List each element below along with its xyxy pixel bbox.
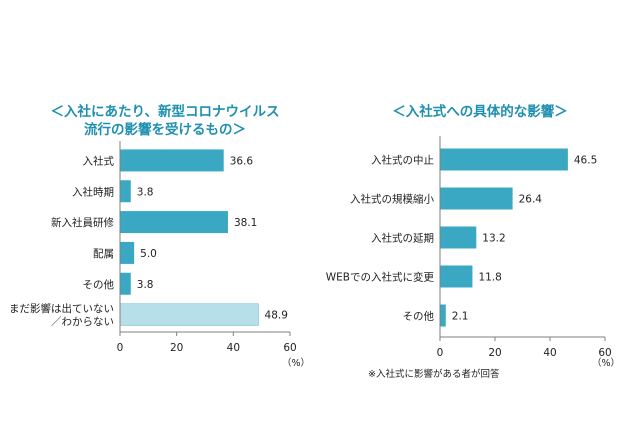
right-bar-2 — [440, 226, 477, 249]
left-bar-0 — [120, 149, 224, 172]
right-category-label-2: 入社式の延期 — [371, 232, 434, 245]
right-bar-4 — [440, 304, 446, 327]
right-category-label-1: 入社式の規模縮小 — [350, 193, 434, 206]
left-category-label-3: 配属 — [93, 248, 114, 260]
left-x-tick-label-1: 20 — [170, 342, 183, 354]
left-chart-title-line-1: ＜入社にあたり、新型コロナウイルス — [50, 104, 280, 120]
left-bar-3 — [120, 241, 135, 264]
right-x-tick-label-1: 20 — [488, 347, 501, 359]
left-x-tick-label-3: 60 — [283, 342, 296, 354]
right-x-tick-label-3: 60 — [598, 347, 611, 359]
left-chart-title: ＜入社にあたり、新型コロナウイルス 流行の影響を受けるもの＞ — [30, 103, 300, 139]
right-chart-footnote: ※入社式に影響がある者が回答 — [368, 369, 500, 380]
left-value-label-3: 5.0 — [140, 248, 157, 260]
left-unit-label: （%） — [282, 357, 310, 369]
left-bar-4 — [120, 272, 131, 295]
left-category-label-5-line-0: まだ影響は出ていない — [9, 302, 114, 315]
left-chart-title-line-2: 流行の影響を受けるもの＞ — [84, 122, 246, 138]
left-bar-2 — [120, 211, 228, 234]
right-chart-title-line-1: ＜入社式への具体的な影響＞ — [392, 104, 568, 120]
left-category-label-2: 新入社員研修 — [51, 216, 114, 229]
right-x-tick-label-0: 0 — [437, 347, 444, 359]
left-x-tick-label-0: 0 — [117, 342, 124, 354]
left-bar-1 — [120, 180, 131, 203]
right-value-label-1: 26.4 — [519, 194, 543, 206]
right-value-label-0: 46.5 — [574, 155, 597, 167]
left-category-label-4: その他 — [83, 278, 115, 291]
right-chart-title: ＜入社式への具体的な影響＞ — [360, 103, 600, 121]
left-x-tick-label-2: 40 — [227, 342, 240, 354]
right-bar-3 — [440, 265, 473, 288]
right-x-tick-label-2: 40 — [543, 347, 556, 359]
left-value-label-1: 3.8 — [137, 186, 154, 198]
left-value-label-0: 36.6 — [230, 155, 254, 167]
left-value-label-4: 3.8 — [137, 279, 154, 291]
left-category-label-0: 入社式 — [83, 154, 115, 167]
left-category-label-5-line-1: ／わからない — [51, 316, 114, 328]
right-unit-label: （%） — [592, 357, 620, 369]
right-bar-0 — [440, 148, 568, 171]
left-category-label-1: 入社時期 — [72, 185, 114, 198]
right-category-label-0: 入社式の中止 — [371, 154, 434, 167]
right-value-label-4: 2.1 — [452, 311, 469, 323]
right-value-label-2: 13.2 — [482, 233, 505, 245]
right-bar-1 — [440, 187, 513, 210]
right-category-label-4: その他 — [403, 310, 435, 323]
left-value-label-2: 38.1 — [234, 217, 257, 229]
right-category-label-3: WEBでの入社式に変更 — [326, 271, 435, 284]
left-bar-5 — [119, 303, 259, 326]
right-value-label-3: 11.8 — [478, 272, 501, 284]
left-value-label-5: 48.9 — [265, 310, 288, 322]
